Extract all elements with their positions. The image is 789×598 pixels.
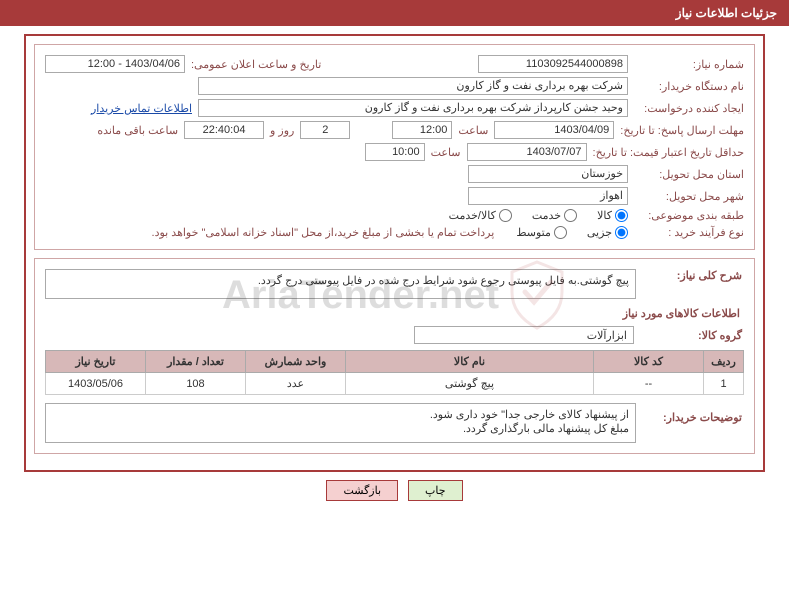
deadline-time: 12:00	[392, 121, 452, 139]
buyer-contact-link[interactable]: اطلاعات تماس خریدار	[91, 102, 192, 115]
buyer-org-field: شرکت بهره برداری نفت و گاز کارون	[198, 77, 628, 95]
th-qty: تعداد / مقدار	[146, 351, 246, 373]
city-label: شهر محل تحویل:	[634, 190, 744, 203]
buyer-note-line2: مبلغ کل پیشنهاد مالی بارگذاری گردد.	[52, 422, 629, 436]
overall-desc-text: پیچ گوشتی.به فایل پیوستی رجوع شود شرایط …	[45, 269, 636, 299]
th-date: تاریخ نیاز	[46, 351, 146, 373]
radio-service[interactable]: خدمت	[532, 209, 577, 222]
process-label: نوع فرآیند خرید :	[634, 226, 744, 239]
table-cell: پیچ گوشتی	[346, 373, 594, 395]
radio-medium[interactable]: متوسط	[516, 226, 567, 239]
items-box: شرح کلی نیاز: پیچ گوشتی.به فایل پیوستی ر…	[34, 258, 755, 454]
radio-goods-input[interactable]	[615, 209, 628, 222]
print-button[interactable]: چاپ	[408, 480, 463, 501]
back-button[interactable]: بازگشت	[326, 480, 398, 501]
table-cell: --	[594, 373, 704, 395]
page-header: جزئیات اطلاعات نیاز	[0, 0, 789, 26]
countdown: 22:40:04	[184, 121, 264, 139]
category-label: طبقه بندی موضوعی:	[634, 209, 744, 222]
buyer-notes-label: توضیحات خریدار:	[642, 403, 742, 424]
payment-note: پرداخت تمام یا بخشی از مبلغ خرید،از محل …	[152, 226, 495, 239]
need-no-label: شماره نیاز:	[634, 58, 744, 71]
th-code: کد کالا	[594, 351, 704, 373]
validity-time: 10:00	[365, 143, 425, 161]
info-box: شماره نیاز: 1103092544000898 تاریخ و ساع…	[34, 44, 755, 250]
remaining-word: ساعت باقی مانده	[97, 124, 178, 137]
items-table: ردیف کد کالا نام کالا واحد شمارش تعداد /…	[45, 350, 744, 395]
announce-label: تاریخ و ساعت اعلان عمومی:	[191, 58, 321, 71]
category-radios: کالا خدمت کالا/خدمت	[433, 209, 628, 222]
requester-label: ایجاد کننده درخواست:	[634, 102, 744, 115]
table-cell: 108	[146, 373, 246, 395]
announce-field: 1403/04/06 - 12:00	[45, 55, 185, 73]
radio-goods[interactable]: کالا	[597, 209, 628, 222]
table-cell: 1403/05/06	[46, 373, 146, 395]
table-row: 1--پیچ گوشتیعدد1081403/05/06	[46, 373, 744, 395]
deadline-label: مهلت ارسال پاسخ: تا تاریخ:	[620, 124, 744, 137]
requester-field: وحید جشن کارپرداز شرکت بهره برداری نفت و…	[198, 99, 628, 117]
validity-label: حداقل تاریخ اعتبار قیمت: تا تاریخ:	[593, 146, 744, 159]
items-heading: اطلاعات کالاهای مورد نیاز	[623, 308, 740, 320]
province-label: استان محل تحویل:	[634, 168, 744, 181]
group-field: ابزارآلات	[414, 326, 634, 344]
city-field: اهواز	[468, 187, 628, 205]
radio-both-input[interactable]	[499, 209, 512, 222]
buyer-org-label: نام دستگاه خریدار:	[634, 80, 744, 93]
radio-partial-input[interactable]	[615, 226, 628, 239]
radio-medium-input[interactable]	[554, 226, 567, 239]
validity-date: 1403/07/07	[467, 143, 587, 161]
radio-both[interactable]: کالا/خدمت	[449, 209, 512, 222]
buyer-note-line1: از پیشنهاد کالای خارجی جدا" خود داری شود…	[52, 408, 629, 422]
th-row: ردیف	[704, 351, 744, 373]
main-frame: شماره نیاز: 1103092544000898 تاریخ و ساع…	[24, 34, 765, 472]
time-word-1: ساعت	[458, 124, 488, 137]
page-title: جزئیات اطلاعات نیاز	[676, 6, 777, 20]
radio-partial[interactable]: جزیی	[587, 226, 628, 239]
buyer-notes-text: از پیشنهاد کالای خارجی جدا" خود داری شود…	[45, 403, 636, 443]
days-word: روز و	[270, 124, 294, 137]
overall-desc-label: شرح کلی نیاز:	[642, 269, 742, 282]
table-cell: 1	[704, 373, 744, 395]
action-buttons: چاپ بازگشت	[0, 480, 789, 501]
time-word-2: ساعت	[431, 146, 461, 159]
th-unit: واحد شمارش	[246, 351, 346, 373]
table-cell: عدد	[246, 373, 346, 395]
th-name: نام کالا	[346, 351, 594, 373]
days-count: 2	[300, 121, 350, 139]
deadline-date: 1403/04/09	[494, 121, 614, 139]
province-field: خوزستان	[468, 165, 628, 183]
need-no-field: 1103092544000898	[478, 55, 628, 73]
group-label: گروه کالا:	[642, 329, 742, 342]
radio-service-input[interactable]	[564, 209, 577, 222]
process-radios: جزیی متوسط	[500, 226, 628, 239]
